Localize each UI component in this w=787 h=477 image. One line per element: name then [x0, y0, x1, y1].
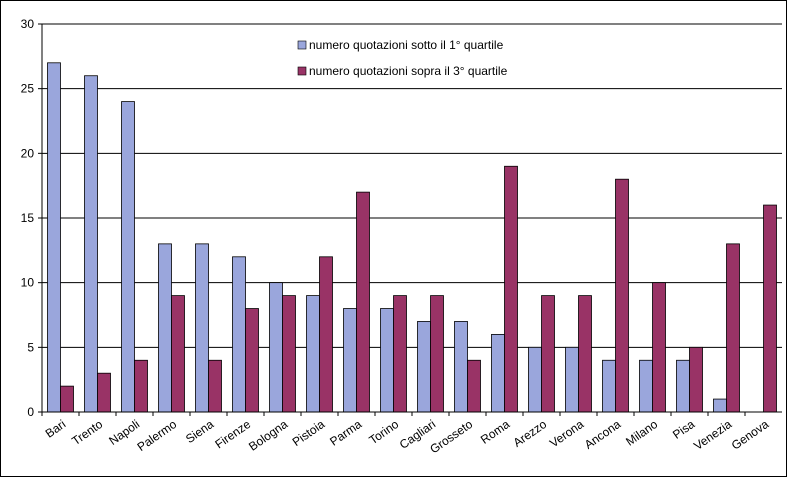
- bar: [726, 243, 740, 413]
- bar: [430, 295, 444, 413]
- bar: [763, 204, 777, 413]
- bar: [491, 333, 505, 413]
- bar: [134, 359, 148, 413]
- bar: [417, 321, 431, 413]
- bar: [282, 295, 296, 413]
- bar: [528, 346, 542, 413]
- y-tick-label: 20: [21, 146, 35, 160]
- y-tick-label: 30: [21, 17, 35, 31]
- bar: [343, 308, 357, 413]
- bar: [232, 256, 246, 413]
- bar: [467, 359, 481, 413]
- bar: [578, 295, 592, 413]
- bar: [504, 165, 518, 413]
- bar: [652, 282, 666, 413]
- bar: [393, 295, 407, 413]
- bar: [380, 308, 394, 413]
- bar: [208, 359, 222, 413]
- bar: [269, 282, 283, 413]
- bar: [158, 243, 172, 413]
- bar: [195, 243, 209, 413]
- bar: [47, 62, 61, 413]
- bar: [615, 178, 629, 413]
- legend-label: numero quotazioni sotto il 1° quartile: [309, 38, 504, 52]
- y-tick-label: 5: [27, 340, 34, 354]
- bar: [689, 346, 703, 413]
- bar: [97, 372, 111, 413]
- legend-swatch: [297, 66, 307, 76]
- bar: [602, 359, 616, 413]
- y-tick-label: 15: [21, 211, 35, 225]
- bar: [84, 75, 98, 413]
- y-tick-label: 10: [21, 276, 35, 290]
- bar: [245, 308, 259, 413]
- bar: [639, 359, 653, 413]
- bar: [676, 359, 690, 413]
- bar: [356, 191, 370, 413]
- bar: [319, 256, 333, 413]
- bar: [171, 295, 185, 413]
- legend-swatch: [297, 40, 307, 50]
- bar: [713, 398, 727, 413]
- y-tick-label: 0: [27, 405, 34, 419]
- bar: [121, 101, 135, 413]
- y-tick-label: 25: [21, 82, 35, 96]
- bar: [541, 295, 555, 413]
- bar: [60, 385, 74, 413]
- bar: [565, 346, 579, 413]
- bar: [454, 321, 468, 413]
- bar: [306, 295, 320, 413]
- legend-label: numero quotazioni sopra il 3° quartile: [309, 64, 508, 78]
